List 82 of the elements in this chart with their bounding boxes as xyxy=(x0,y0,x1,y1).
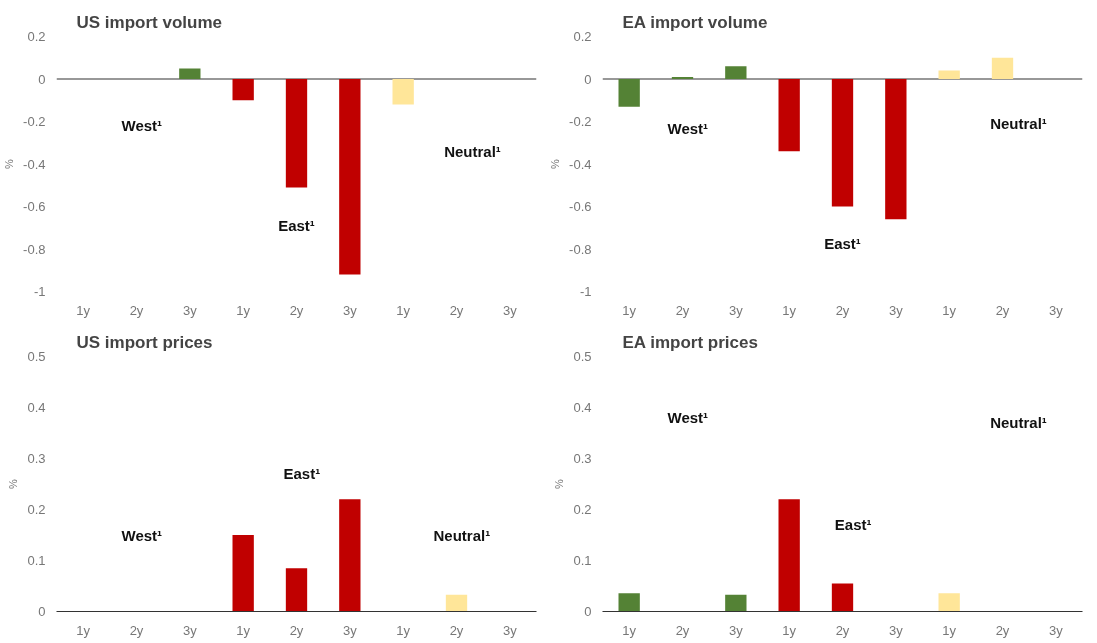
y-tick-label: -0.6 xyxy=(569,199,592,214)
y-tick-label: 0 xyxy=(38,71,46,87)
y-tick-label: 0 xyxy=(584,71,592,87)
chart-title: US import prices xyxy=(76,332,213,352)
x-tick-label: 3y xyxy=(502,622,518,638)
y-tick-label: -0.6 xyxy=(23,199,46,214)
x-tick-label: 1y xyxy=(396,302,411,318)
chart-title: EA import volume xyxy=(622,12,768,32)
y-axis-title: % xyxy=(7,478,20,489)
y-tick-label: 0.1 xyxy=(27,553,46,568)
x-tick-label: 2y xyxy=(675,302,690,318)
x-tick-label: 2y xyxy=(835,302,850,318)
x-tick-label: 1y xyxy=(942,302,957,318)
annotation: West¹ xyxy=(667,409,709,427)
y-tick-label: -1 xyxy=(579,284,592,299)
y-tick-label: -0.8 xyxy=(569,241,592,257)
annotation: West¹ xyxy=(121,526,163,544)
x-tick-label: 2y xyxy=(289,302,304,318)
x-tick-label: 2y xyxy=(289,622,304,638)
x-tick-label: 2y xyxy=(129,622,144,638)
x-tick-label: 1y xyxy=(622,302,637,318)
x-tick-label: 1y xyxy=(76,622,91,638)
chart-title: EA import prices xyxy=(622,332,758,352)
y-tick-label: 0.3 xyxy=(27,451,46,466)
x-tick-label: 1y xyxy=(236,622,251,638)
x-tick-label: 2y xyxy=(675,622,690,638)
annotation: Neutral¹ xyxy=(990,414,1047,432)
x-tick-label: 1y xyxy=(622,622,637,638)
x-tick-label: 3y xyxy=(728,302,744,318)
y-axis-title: % xyxy=(3,158,16,169)
x-tick-label: 2y xyxy=(449,302,464,318)
y-tick-label: -0.8 xyxy=(23,241,46,257)
annotation: West¹ xyxy=(667,119,709,137)
x-tick-label: 3y xyxy=(1048,302,1064,318)
y-tick-label: -0.2 xyxy=(23,114,46,129)
annotation: East¹ xyxy=(834,516,872,534)
x-tick-label: 2y xyxy=(129,302,144,318)
x-tick-label: 1y xyxy=(236,302,251,318)
annotation: East¹ xyxy=(824,234,861,252)
x-tick-label: 1y xyxy=(76,302,91,318)
x-tick-label: 2y xyxy=(835,622,850,638)
y-tick-label: -0.4 xyxy=(569,156,592,172)
y-tick-label: 0.4 xyxy=(27,400,46,415)
x-tick-label: 1y xyxy=(396,622,411,638)
annotation: Neutral¹ xyxy=(990,114,1047,132)
x-tick-label: 1y xyxy=(782,302,797,318)
y-tick-label: -0.4 xyxy=(23,156,46,172)
x-tick-label: 3y xyxy=(182,622,198,638)
annotation: East¹ xyxy=(278,216,315,234)
y-axis-title: % xyxy=(553,478,566,489)
y-tick-label: 0.4 xyxy=(573,400,592,415)
y-tick-label: 0 xyxy=(38,604,46,619)
y-axis-title: % xyxy=(549,158,562,169)
annotation: Neutral¹ xyxy=(444,142,501,160)
y-tick-label: 0.2 xyxy=(27,502,46,517)
x-tick-label: 3y xyxy=(342,622,358,638)
x-tick-label: 3y xyxy=(728,622,744,638)
annotation: West¹ xyxy=(121,117,163,135)
x-tick-label: 2y xyxy=(995,622,1010,638)
x-tick-label: 3y xyxy=(502,302,518,318)
x-tick-label: 3y xyxy=(342,302,358,318)
x-tick-label: 3y xyxy=(182,302,198,318)
x-tick-label: 1y xyxy=(782,622,797,638)
y-tick-label: 0.5 xyxy=(573,349,592,364)
y-tick-label: 0.2 xyxy=(573,502,592,517)
y-tick-label: -1 xyxy=(33,284,46,299)
x-tick-label: 2y xyxy=(995,302,1010,318)
x-tick-label: 3y xyxy=(1048,622,1064,638)
y-tick-label: 0.2 xyxy=(573,29,592,44)
chart-title: US import volume xyxy=(76,12,222,32)
y-tick-label: 0.3 xyxy=(573,451,592,466)
annotation: Neutral¹ xyxy=(433,526,491,544)
y-tick-label: 0.5 xyxy=(27,349,46,364)
x-tick-label: 1y xyxy=(942,622,957,638)
y-tick-label: -0.2 xyxy=(569,114,592,129)
y-tick-label: 0.2 xyxy=(27,29,46,44)
y-tick-label: 0.1 xyxy=(573,553,592,568)
x-tick-label: 2y xyxy=(449,622,464,638)
annotation: East¹ xyxy=(283,465,321,483)
y-tick-label: 0 xyxy=(584,604,592,619)
x-tick-label: 3y xyxy=(888,302,904,318)
x-tick-label: 3y xyxy=(888,622,904,638)
